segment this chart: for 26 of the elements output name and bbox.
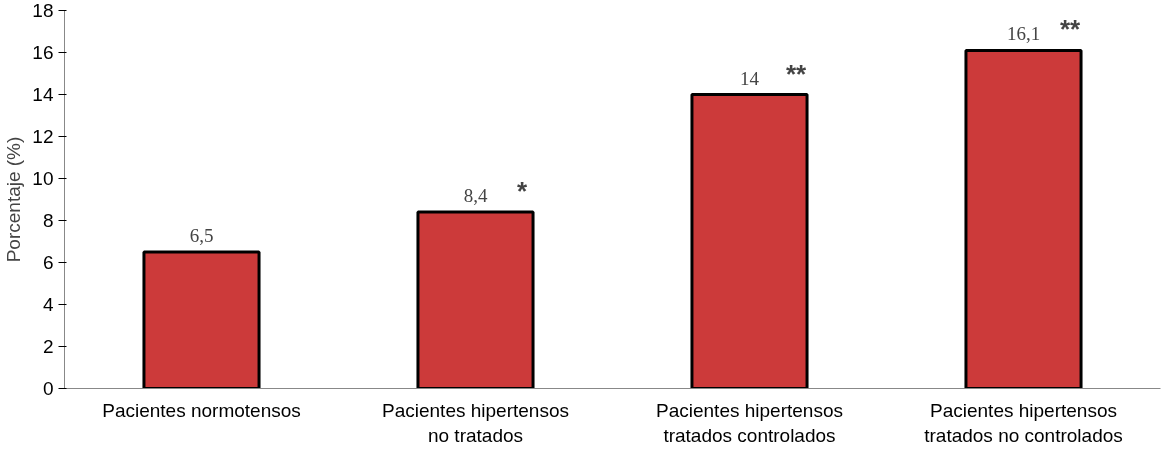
y-tick-label: 16 — [32, 42, 54, 63]
bar — [142, 250, 261, 389]
annotation: ** — [785, 58, 808, 89]
y-tick-label: 14 — [32, 84, 54, 105]
x-tick-label: Pacientes hipertensos no tratados — [382, 399, 569, 446]
bar — [416, 210, 535, 389]
x-tick-label: Pacientes normotensos — [102, 399, 301, 421]
x-tick-label: Pacientes hipertensos tratados no controlados — [924, 399, 1123, 446]
y-tick-label: 10 — [32, 168, 54, 189]
bar — [964, 48, 1083, 389]
data-label: 14 — [740, 67, 760, 89]
y-tick-label: 8 — [42, 210, 54, 231]
y-axis-title: Porcentaje (%) — [3, 136, 25, 263]
y-tick-label: 6 — [42, 252, 54, 273]
x-tick-label: Pacientes hipertensos tratados controlados — [656, 399, 843, 446]
bar — [690, 93, 809, 389]
data-label: 6,5 — [189, 225, 214, 246]
annotation: * — [517, 176, 529, 207]
y-tick-label: 4 — [42, 294, 54, 315]
data-label: 16,1 — [1006, 23, 1041, 45]
annotation: ** — [1059, 14, 1082, 45]
y-tick-label: 2 — [42, 336, 54, 357]
y-tick-label: 18 — [32, 0, 54, 21]
y-tick-label: 0 — [42, 378, 54, 399]
data-label: 8,4 — [463, 185, 488, 207]
y-tick-label: 12 — [32, 126, 54, 147]
